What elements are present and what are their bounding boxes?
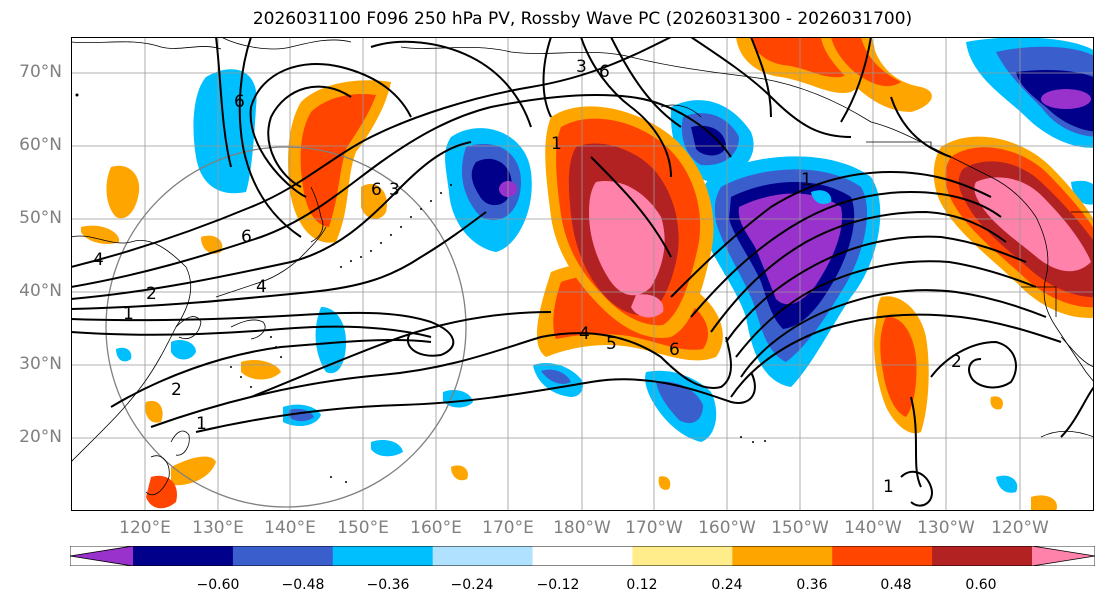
contour-label: 2 xyxy=(951,352,962,372)
colorbar-tick: −0.48 xyxy=(281,577,325,593)
contour-label: 6 xyxy=(234,92,245,112)
contour-label: 6 xyxy=(371,180,382,200)
contour-label: 6 xyxy=(599,62,610,82)
colorbar-segment xyxy=(632,546,733,566)
lon-label-120w: 120°W xyxy=(991,518,1049,538)
lon-label-170w: 170°W xyxy=(625,518,683,538)
contour-label: 4 xyxy=(256,277,267,297)
contour-label: 1 xyxy=(883,477,894,497)
map-panel: 6 3 6 1 6 3 6 4 1 2 4 2 1 5 4 6 1 2 1 xyxy=(71,37,1094,511)
colorbar-segment xyxy=(732,546,833,566)
colorbar xyxy=(70,546,1095,566)
coastlines xyxy=(71,37,1094,496)
colorbar-tick: 0.36 xyxy=(796,577,828,593)
contour-label: 6 xyxy=(669,340,680,360)
contour-label: 1 xyxy=(801,170,812,190)
contour-label: 4 xyxy=(93,250,104,270)
contour-label: 1 xyxy=(551,134,562,154)
contour-label: 1 xyxy=(123,304,134,324)
graticule xyxy=(71,37,1094,511)
lat-label-20n: 20°N xyxy=(19,427,62,447)
contour-label: 6 xyxy=(241,227,252,247)
colorbar-tick: −0.36 xyxy=(366,577,410,593)
colorbar-segment xyxy=(832,546,933,566)
lon-label-170e: 170°E xyxy=(482,518,534,538)
lon-label-140e: 140°E xyxy=(264,518,316,538)
lon-label-150e: 150°E xyxy=(337,518,389,538)
lon-label-130w: 130°W xyxy=(917,518,975,538)
reference-circle xyxy=(105,146,467,508)
colorbar-tick: 0.48 xyxy=(880,577,912,593)
colorbar-segment xyxy=(332,546,434,566)
lat-label-30n: 30°N xyxy=(19,354,62,374)
contour-labels: 6 3 6 1 6 3 6 4 1 2 4 2 1 5 4 6 1 2 1 xyxy=(93,57,962,497)
lon-label-180w: 180°W xyxy=(553,518,611,538)
lon-label-150w: 150°W xyxy=(771,518,829,538)
lon-label-140w: 140°W xyxy=(844,518,902,538)
lat-label-60n: 60°N xyxy=(19,135,62,155)
colorbar-segment xyxy=(133,546,234,566)
colorbar-segment xyxy=(932,546,1033,566)
lat-label-40n: 40°N xyxy=(19,281,62,301)
contour-label: 1 xyxy=(196,414,207,434)
colorbar-segment xyxy=(232,546,334,566)
lon-label-160e: 160°E xyxy=(410,518,462,538)
lon-label-160w: 160°W xyxy=(698,518,756,538)
colorbar-tick: 0.12 xyxy=(626,577,658,593)
contour-label: 4 xyxy=(579,324,590,344)
colorbar-segment xyxy=(532,546,633,566)
colorbar-tick: 0.60 xyxy=(965,577,997,593)
colorbar-tick: −0.12 xyxy=(536,577,580,593)
contour-label: 2 xyxy=(146,284,157,304)
colorbar-extend-high xyxy=(1032,546,1095,566)
pv-contours xyxy=(71,37,1094,507)
contour-label: 5 xyxy=(606,334,617,354)
contour-label: 3 xyxy=(389,180,400,200)
colorbar-tick: −0.60 xyxy=(196,577,240,593)
lon-label-130e: 130°E xyxy=(192,518,244,538)
map-title: 2026031100 F096 250 hPa PV, Rossby Wave … xyxy=(252,9,913,29)
colorbar-tick: 0.24 xyxy=(711,577,743,593)
map-frame xyxy=(71,37,1094,511)
colorbar-tick: −0.24 xyxy=(450,577,494,593)
colorbar-segment xyxy=(432,546,534,566)
lat-label-70n: 70°N xyxy=(19,62,62,82)
lat-label-50n: 50°N xyxy=(19,208,62,228)
lon-label-120e: 120°E xyxy=(119,518,171,538)
contour-label: 3 xyxy=(576,57,587,77)
contour-label: 2 xyxy=(171,380,182,400)
colorbar-extend-low xyxy=(70,546,133,566)
island-dots xyxy=(75,93,766,483)
